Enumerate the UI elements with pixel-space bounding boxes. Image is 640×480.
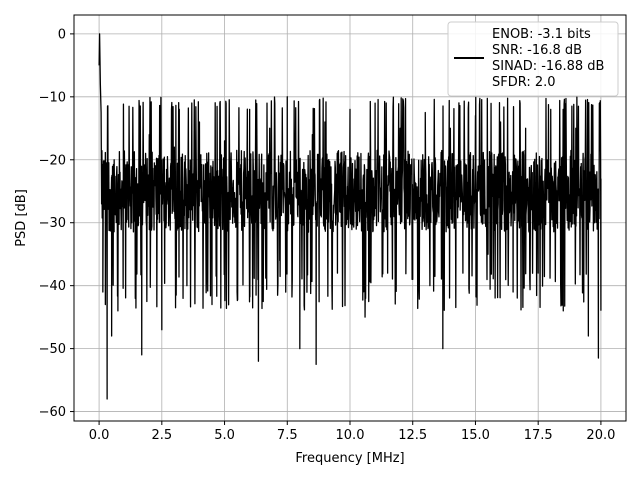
y-tick-label: −50	[39, 342, 66, 357]
legend-box	[447, 21, 619, 97]
psd-series	[98, 33, 602, 400]
legend-snr: SNR: -16.8 dB	[492, 43, 582, 58]
x-axis-label: Frequency [MHz]	[295, 451, 404, 466]
y-axis-label: PSD [dB]	[14, 189, 29, 247]
y-tick-label: −30	[39, 216, 66, 231]
y-tick-label: −20	[39, 153, 66, 168]
x-tick-label: 7.5	[277, 428, 298, 443]
x-ticks: 0.0 2.5 5.0 7.5 10.0 12.5 15.0 17.5 20.0	[89, 421, 615, 443]
legend-sfdr: SFDR: 2.0	[492, 75, 556, 90]
x-tick-label: 12.5	[398, 428, 427, 443]
psd-line	[98, 33, 602, 400]
x-tick-label: 20.0	[586, 428, 615, 443]
x-tick-label: 15.0	[461, 428, 490, 443]
y-tick-label: −60	[39, 405, 66, 420]
x-tick-label: 0.0	[89, 428, 110, 443]
y-tick-label: −40	[39, 279, 66, 294]
x-tick-label: 2.5	[151, 428, 172, 443]
x-tick-label: 17.5	[524, 428, 553, 443]
x-tick-label: 10.0	[336, 428, 365, 443]
legend: ENOB: -3.1 bits SNR: -16.8 dB SINAD: -16…	[447, 21, 619, 97]
legend-enob: ENOB: -3.1 bits	[492, 27, 591, 42]
y-tick-label: 0	[58, 27, 66, 42]
legend-sinad: SINAD: -16.88 dB	[492, 59, 604, 74]
y-ticks: 0 −10 −20 −30 −40 −50 −60	[39, 27, 74, 420]
y-tick-label: −10	[39, 90, 66, 105]
x-tick-label: 5.0	[214, 428, 235, 443]
